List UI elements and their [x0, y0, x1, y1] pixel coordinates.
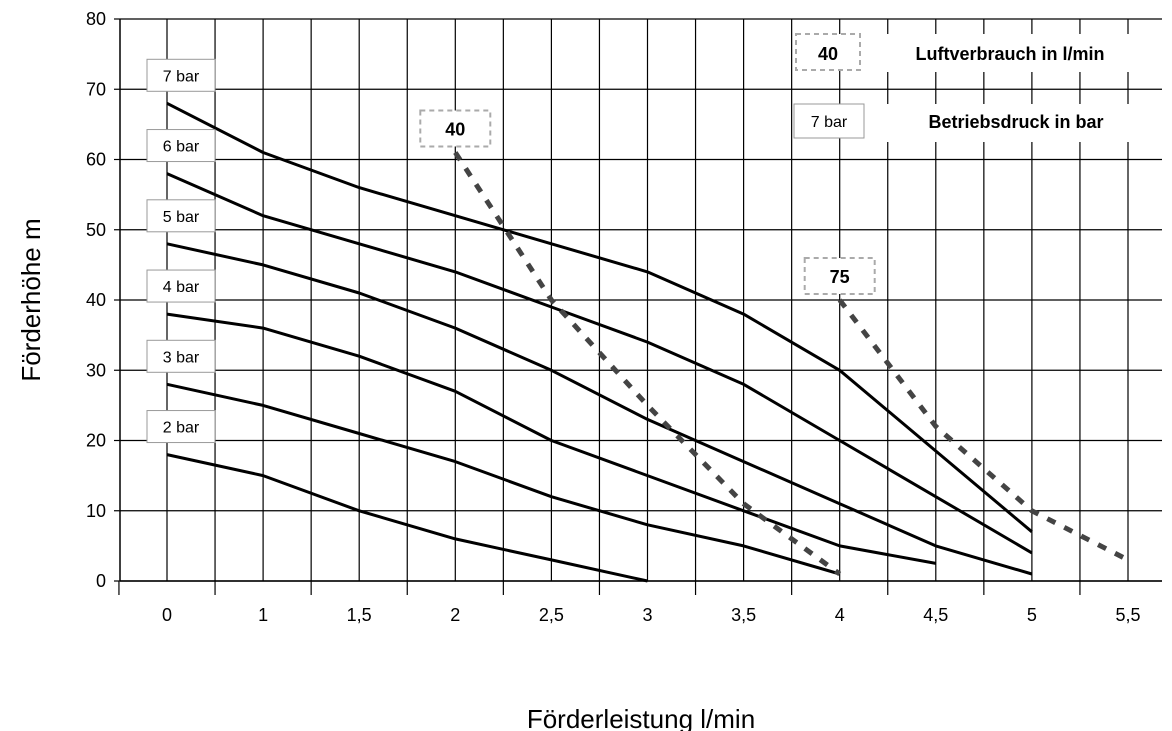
- x-tick-label: 1: [258, 605, 268, 625]
- x-tick-label: 2: [450, 605, 460, 625]
- x-tick-label: 1,5: [347, 605, 372, 625]
- x-tick-label: 4,5: [923, 605, 948, 625]
- series-line-6-bar: [166, 172, 1033, 555]
- legend-text-bg: [878, 34, 1142, 72]
- y-tick-label: 20: [86, 431, 106, 451]
- series-line-2-bar: [166, 453, 648, 583]
- y-tick-label: 30: [86, 360, 106, 380]
- series-line-7-bar: [166, 101, 1033, 533]
- legend-text-bg: [878, 104, 1142, 142]
- series-line-3-bar: [166, 382, 841, 576]
- x-tick-label: 2,5: [539, 605, 564, 625]
- x-tick-label: 4: [835, 605, 845, 625]
- legend-key-air: [795, 33, 861, 71]
- series-line-4-bar: [166, 312, 937, 565]
- y-tick-label: 80: [86, 9, 106, 29]
- curve-label: 2 bar: [163, 420, 200, 437]
- air-consumption-label-box: [419, 109, 492, 148]
- x-tick-label: 5,5: [1115, 605, 1140, 625]
- y-tick-label: 10: [86, 501, 106, 521]
- curve-label: 6 bar: [163, 139, 200, 156]
- curve-label: 7 bar: [163, 68, 200, 85]
- legend-entry-operating-pressure: Betriebsdruck in bar: [928, 112, 1103, 132]
- legend-key-pressure: [793, 103, 865, 139]
- legend-key-air-text: 40: [818, 44, 838, 64]
- curve-label: 4 bar: [163, 279, 200, 296]
- curve-label-box: [146, 410, 216, 444]
- air-consumption-line-75: [837, 298, 1130, 563]
- air-consumption-label-box: [803, 257, 876, 295]
- y-tick-label: 40: [86, 290, 106, 310]
- curve-label-box: [146, 129, 216, 163]
- y-axis-title: Förderhöhe m: [16, 218, 46, 381]
- legend-entry-air-consumption: Luftverbrauch in l/min: [915, 44, 1104, 64]
- air-consumption-label: 75: [830, 267, 850, 287]
- x-tick-label: 3: [642, 605, 652, 625]
- curve-label: 5 bar: [163, 209, 200, 226]
- curve-label-box: [146, 58, 216, 92]
- curve-label: 3 bar: [163, 349, 200, 366]
- curve-label-box: [146, 199, 216, 233]
- x-tick-label: 3,5: [731, 605, 756, 625]
- x-tick-label: 0: [162, 605, 172, 625]
- x-tick-label: 5: [1027, 605, 1037, 625]
- air-consumption-line-40: [453, 151, 842, 577]
- x-axis-title: Förderleistung l/min: [527, 704, 755, 731]
- y-tick-label: 70: [86, 79, 106, 99]
- y-tick-label: 0: [96, 571, 106, 591]
- legend-key-pressure-text: 7 bar: [811, 114, 848, 131]
- series-line-5-bar: [166, 242, 1033, 576]
- y-tick-label: 50: [86, 220, 106, 240]
- air-consumption-label: 40: [445, 119, 465, 139]
- curve-label-box: [146, 339, 216, 373]
- y-tick-label: 60: [86, 150, 106, 170]
- curve-label-box: [146, 269, 216, 303]
